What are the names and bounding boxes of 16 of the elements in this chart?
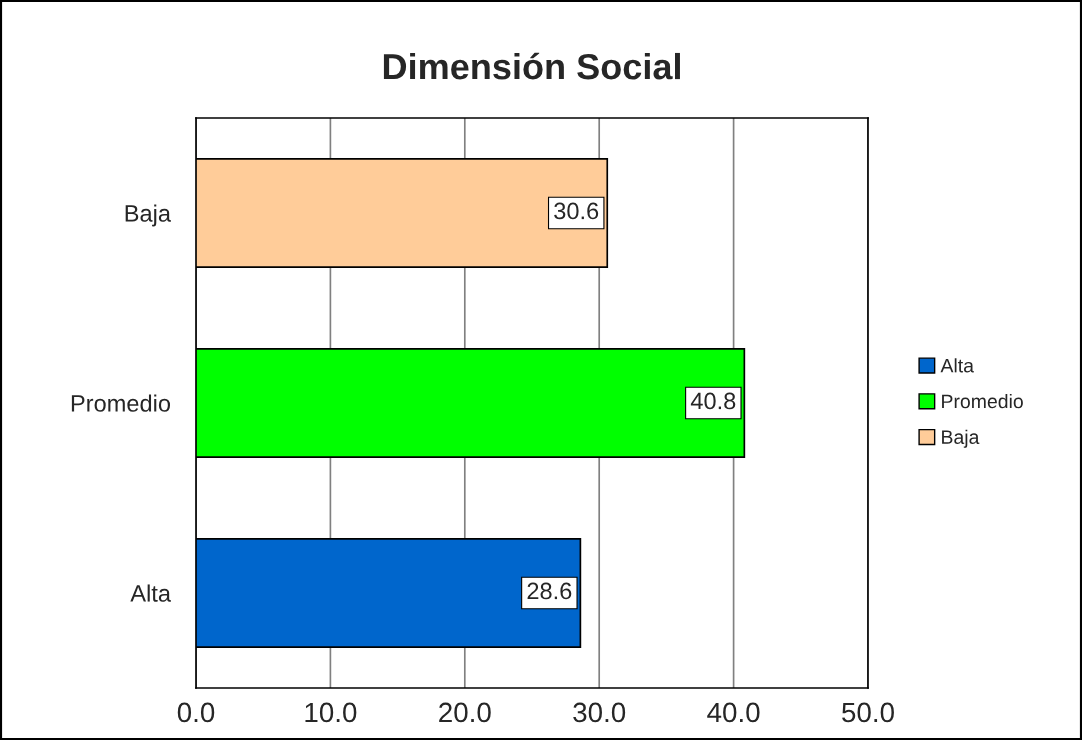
data-label: 30.6: [554, 202, 599, 220]
chart-title: Dimensión Social: [383, 52, 680, 80]
legend-label: Baja: [942, 429, 980, 448]
x-tick-label: 10.0: [305, 702, 357, 723]
legend-label: Promedio: [942, 393, 1023, 409]
legend-label: Alta: [940, 358, 974, 373]
x-tick-label: 40.0: [707, 702, 760, 723]
data-label: 28.6: [527, 582, 572, 600]
y-tick-label: Baja: [125, 204, 171, 227]
data-label: 40.8: [690, 392, 736, 410]
x-tick-label: 0.0: [177, 702, 215, 723]
x-tick-label: 50.0: [842, 702, 894, 723]
y-tick-label: Promedio: [71, 394, 171, 412]
y-tick-label: Alta: [130, 584, 171, 602]
x-tick-label: 20.0: [439, 702, 491, 723]
x-tick-label: 30.0: [573, 702, 626, 723]
